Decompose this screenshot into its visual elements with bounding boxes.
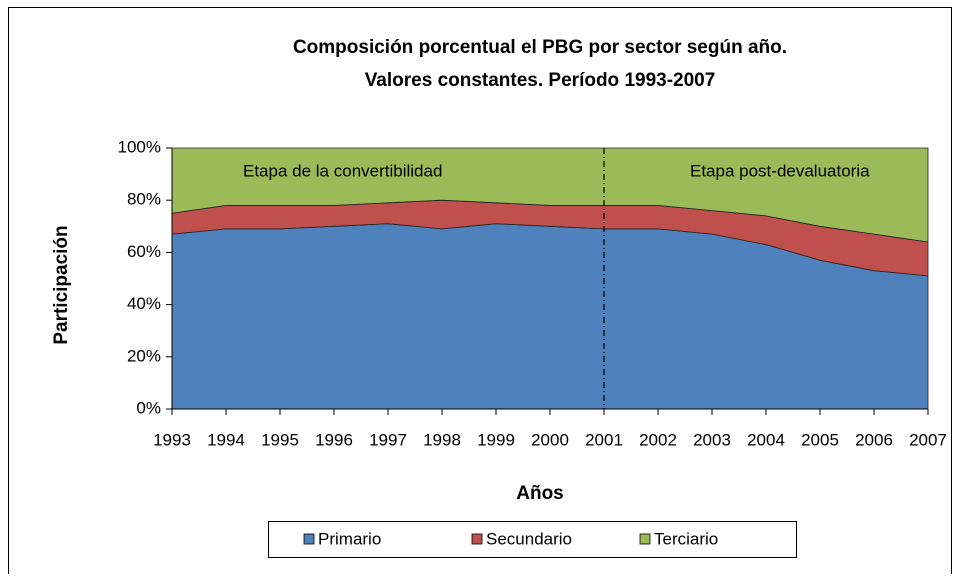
x-tick-label: 1999 [477, 430, 515, 449]
x-tick-label: 2003 [693, 430, 731, 449]
chart-title: Composición porcentual el PBG por sector… [293, 37, 787, 58]
x-tick-label: 1993 [153, 430, 191, 449]
x-tick-label: 2002 [639, 430, 677, 449]
x-tick-label: 2007 [909, 430, 947, 449]
y-tick-label: 60% [127, 242, 161, 261]
legend-label: Primario [318, 529, 381, 548]
x-tick-label: 2006 [855, 430, 893, 449]
y-tick-label: 20% [127, 346, 161, 365]
legend-label: Terciario [654, 529, 718, 548]
y-tick-label: 40% [127, 294, 161, 313]
area [171, 147, 929, 243]
x-tick-label: 2000 [531, 430, 569, 449]
x-tick-label: 1997 [369, 430, 407, 449]
y-tick-label: 100% [118, 137, 161, 156]
x-tick-label: 1995 [261, 430, 299, 449]
legend-box [268, 521, 797, 558]
x-tick-label: 1998 [423, 430, 461, 449]
x-axis-title: Años [516, 483, 564, 504]
x-tick-label: 2005 [801, 430, 839, 449]
x-tick-label: 1996 [315, 430, 353, 449]
y-tick-label: 0% [136, 398, 161, 417]
y-axis-title: Participación [51, 225, 72, 344]
annotation: Etapa post-devaluatoria [690, 161, 870, 180]
legend-swatch [639, 533, 651, 545]
x-tick-label: 1994 [207, 430, 245, 449]
x-tick-label: 2004 [747, 430, 785, 449]
legend-label: Secundario [486, 529, 572, 548]
legend-swatch [471, 533, 483, 545]
annotation: Etapa de la convertibilidad [243, 161, 442, 180]
legend-swatch [303, 533, 315, 545]
chart-title: Valores constantes. Período 1993-2007 [365, 70, 716, 91]
y-tick-label: 80% [127, 190, 161, 209]
x-tick-label: 2001 [585, 430, 623, 449]
